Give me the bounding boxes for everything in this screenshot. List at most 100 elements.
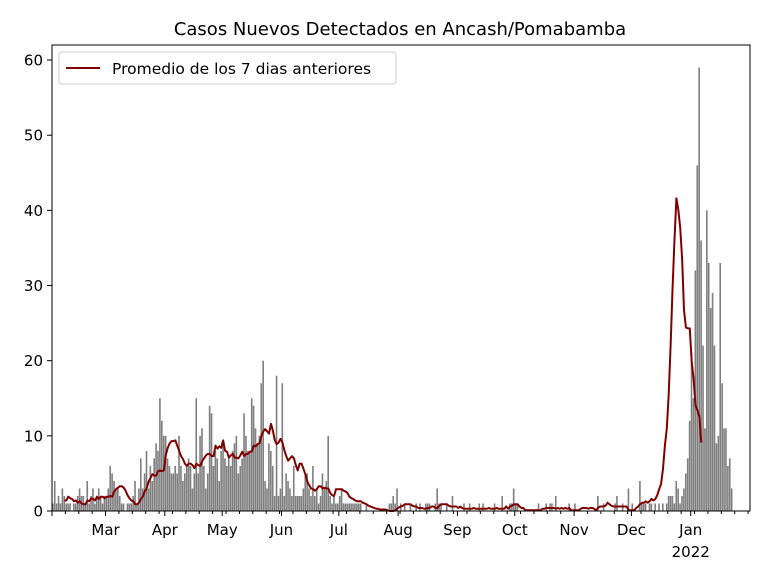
daily-case-bar: [168, 465, 171, 511]
daily-case-bar: [94, 503, 96, 511]
daily-case-bar: [73, 503, 75, 511]
daily-case-bar: [717, 435, 720, 511]
daily-case-bar: [99, 495, 102, 511]
daily-case-bar: [183, 473, 186, 511]
daily-case-bar: [319, 495, 322, 511]
daily-case-bar: [537, 503, 540, 511]
legend-label: Promedio de los 7 dias anteriores: [112, 60, 371, 78]
daily-case-bar: [214, 450, 217, 511]
daily-case-bar: [208, 405, 211, 511]
daily-case-bar: [101, 503, 104, 511]
daily-case-bar: [296, 495, 299, 511]
daily-case-bar: [136, 503, 138, 511]
rolling-average-line: [64, 197, 703, 512]
daily-case-bar: [172, 473, 175, 511]
daily-case-bar: [294, 495, 297, 511]
legend-box: [58, 51, 397, 85]
daily-case-bar: [344, 503, 347, 511]
daily-case-bar: [63, 495, 66, 511]
daily-case-bar: [396, 488, 398, 511]
daily-case-bar: [727, 465, 729, 511]
daily-case-bar: [120, 503, 123, 511]
daily-case-bar: [241, 458, 243, 511]
daily-case-bar: [686, 458, 689, 511]
daily-case-bar: [671, 495, 674, 511]
plot-frame: [51, 44, 751, 512]
daily-case-bar: [713, 345, 716, 511]
daily-case-bar: [310, 495, 312, 511]
daily-case-bar: [55, 503, 58, 511]
daily-case-bar: [728, 458, 731, 511]
daily-case-bar: [352, 503, 354, 511]
daily-case-bar: [597, 495, 599, 511]
daily-case-bar: [277, 495, 280, 511]
daily-case-bar: [61, 488, 64, 511]
daily-case-bar: [95, 495, 98, 511]
daily-case-bar: [317, 503, 320, 511]
daily-case-bar: [715, 443, 718, 511]
daily-case-bar: [641, 503, 643, 511]
daily-case-bar: [706, 210, 708, 511]
daily-case-bar: [260, 383, 263, 511]
daily-case-bar: [512, 488, 515, 511]
y-axis: 0 10 20 30 40 50 60: [24, 52, 52, 521]
daily-case-bar: [187, 458, 190, 511]
daily-case-bar: [235, 435, 238, 511]
daily-case-bar: [115, 488, 117, 511]
daily-case-bar: [667, 495, 670, 511]
x-axis: Mar Apr May Jun Jul Aug Sep Oct Nov Dec Jan 2022: [51, 511, 749, 561]
daily-case-bar: [684, 473, 687, 511]
daily-case-bar: [264, 480, 266, 511]
daily-case-bar: [346, 503, 349, 511]
daily-case-bar: [155, 443, 157, 511]
daily-case-bar: [262, 360, 264, 511]
daily-case-bar: [440, 503, 442, 511]
daily-case-bar: [220, 450, 222, 511]
daily-case-bar: [210, 413, 213, 511]
daily-case-bar: [218, 480, 220, 511]
daily-case-bar: [90, 495, 92, 511]
x-tick-label: Nov: [559, 521, 588, 539]
daily-case-bar: [147, 488, 150, 511]
daily-case-bar: [149, 465, 152, 511]
daily-case-bar: [501, 495, 504, 511]
daily-case-bar: [388, 503, 391, 511]
x-tick-label: Aug: [383, 521, 412, 539]
daily-case-bar: [270, 450, 272, 511]
daily-case-bar: [224, 458, 226, 511]
line-layer: [64, 197, 703, 512]
daily-case-bar: [103, 495, 106, 511]
daily-case-bar: [252, 405, 255, 511]
daily-case-bar: [681, 495, 683, 511]
daily-case-bar: [329, 495, 331, 511]
x-tick-label: Jun: [269, 521, 293, 539]
daily-case-bar: [725, 428, 727, 511]
daily-case-bar: [86, 480, 89, 511]
daily-case-bar: [707, 262, 710, 511]
daily-case-bar: [719, 262, 722, 511]
daily-case-bar: [648, 503, 651, 511]
daily-case-bar: [285, 473, 287, 511]
x-tick-label: May: [207, 521, 238, 539]
daily-case-bar: [306, 473, 308, 511]
daily-case-bar: [356, 503, 358, 511]
x-tick-label: Jul: [329, 521, 348, 539]
daily-case-bar: [128, 503, 131, 511]
daily-case-bar: [711, 293, 714, 511]
daily-case-bar: [162, 435, 165, 511]
daily-case-bar: [266, 488, 268, 511]
daily-case-bar: [118, 495, 121, 511]
daily-case-bar: [700, 240, 702, 512]
daily-case-bar: [333, 495, 335, 511]
daily-case-bar: [516, 503, 519, 511]
daily-case-bar: [222, 443, 224, 511]
daily-case-bar: [688, 420, 691, 511]
y-tick-label: 20: [24, 352, 43, 370]
daily-case-bar: [315, 488, 318, 511]
daily-case-bar: [350, 503, 352, 511]
daily-case-bar: [164, 435, 167, 511]
daily-case-bar: [331, 503, 333, 511]
daily-case-bar: [692, 398, 695, 511]
